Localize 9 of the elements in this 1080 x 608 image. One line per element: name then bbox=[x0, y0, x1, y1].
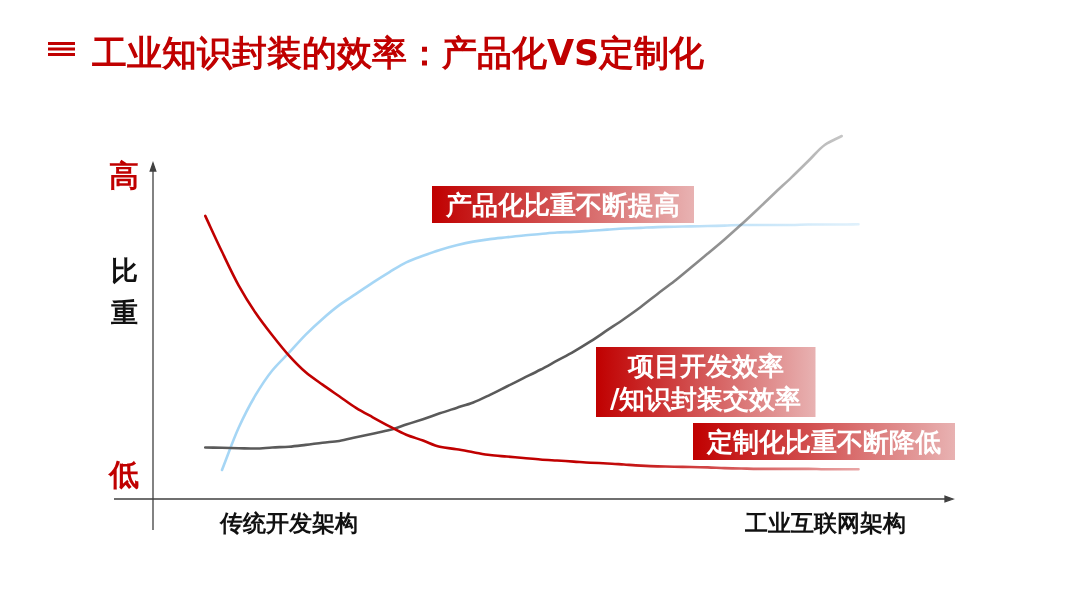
series-label: 定制化比重不断降低 bbox=[706, 427, 941, 457]
y-axis-title: 比重 bbox=[109, 254, 138, 328]
text: 低 bbox=[108, 456, 139, 492]
series-label: 项目开发效率/知识封装交效率 bbox=[610, 351, 802, 414]
x-tick-label: 工业互联网架构 bbox=[743, 510, 906, 536]
series-label: 产品化比重不断提高 bbox=[445, 190, 680, 220]
text: 高 bbox=[109, 157, 139, 193]
chart-title: 工业知识封装的效率：产品化VS定制化 bbox=[91, 33, 706, 73]
x-tick-label: 传统开发架构 bbox=[219, 510, 358, 536]
